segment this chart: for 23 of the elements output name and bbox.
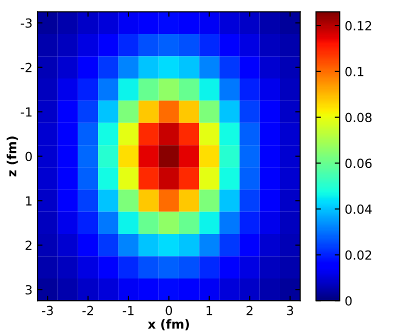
color-bar-label: 0.12 <box>345 20 372 30</box>
y-tick-label: -1 <box>20 107 32 117</box>
x-tick-label: 3 <box>287 306 294 316</box>
x-tick-label: -1 <box>122 306 134 316</box>
color-bar-label: 0.08 <box>345 112 372 122</box>
color-bar-label: 0 <box>345 296 352 306</box>
x-tick-label: 0 <box>166 306 172 316</box>
y-tick-label: -2 <box>20 62 32 72</box>
color-bar-label: 0.04 <box>345 204 372 214</box>
y-tick-label: 3 <box>26 285 32 295</box>
x-tick-label: -2 <box>82 306 94 316</box>
y-tick-label: -3 <box>20 18 32 28</box>
color-bar-label: 0.1 <box>345 66 364 76</box>
y-tick-label: 2 <box>26 240 32 250</box>
x-tick-label: 2 <box>246 306 252 316</box>
y-tick-label: 0 <box>26 152 32 162</box>
color-bar-label: 0.02 <box>345 250 372 260</box>
color-bar-label: 0.06 <box>345 158 372 168</box>
x-axis-title: x (fm) <box>148 319 189 330</box>
x-tick-label: -3 <box>42 306 53 316</box>
y-tick-label: 1 <box>26 196 32 206</box>
x-tick-label: 1 <box>206 306 212 316</box>
y-axis-title: z (fm) <box>6 136 18 176</box>
